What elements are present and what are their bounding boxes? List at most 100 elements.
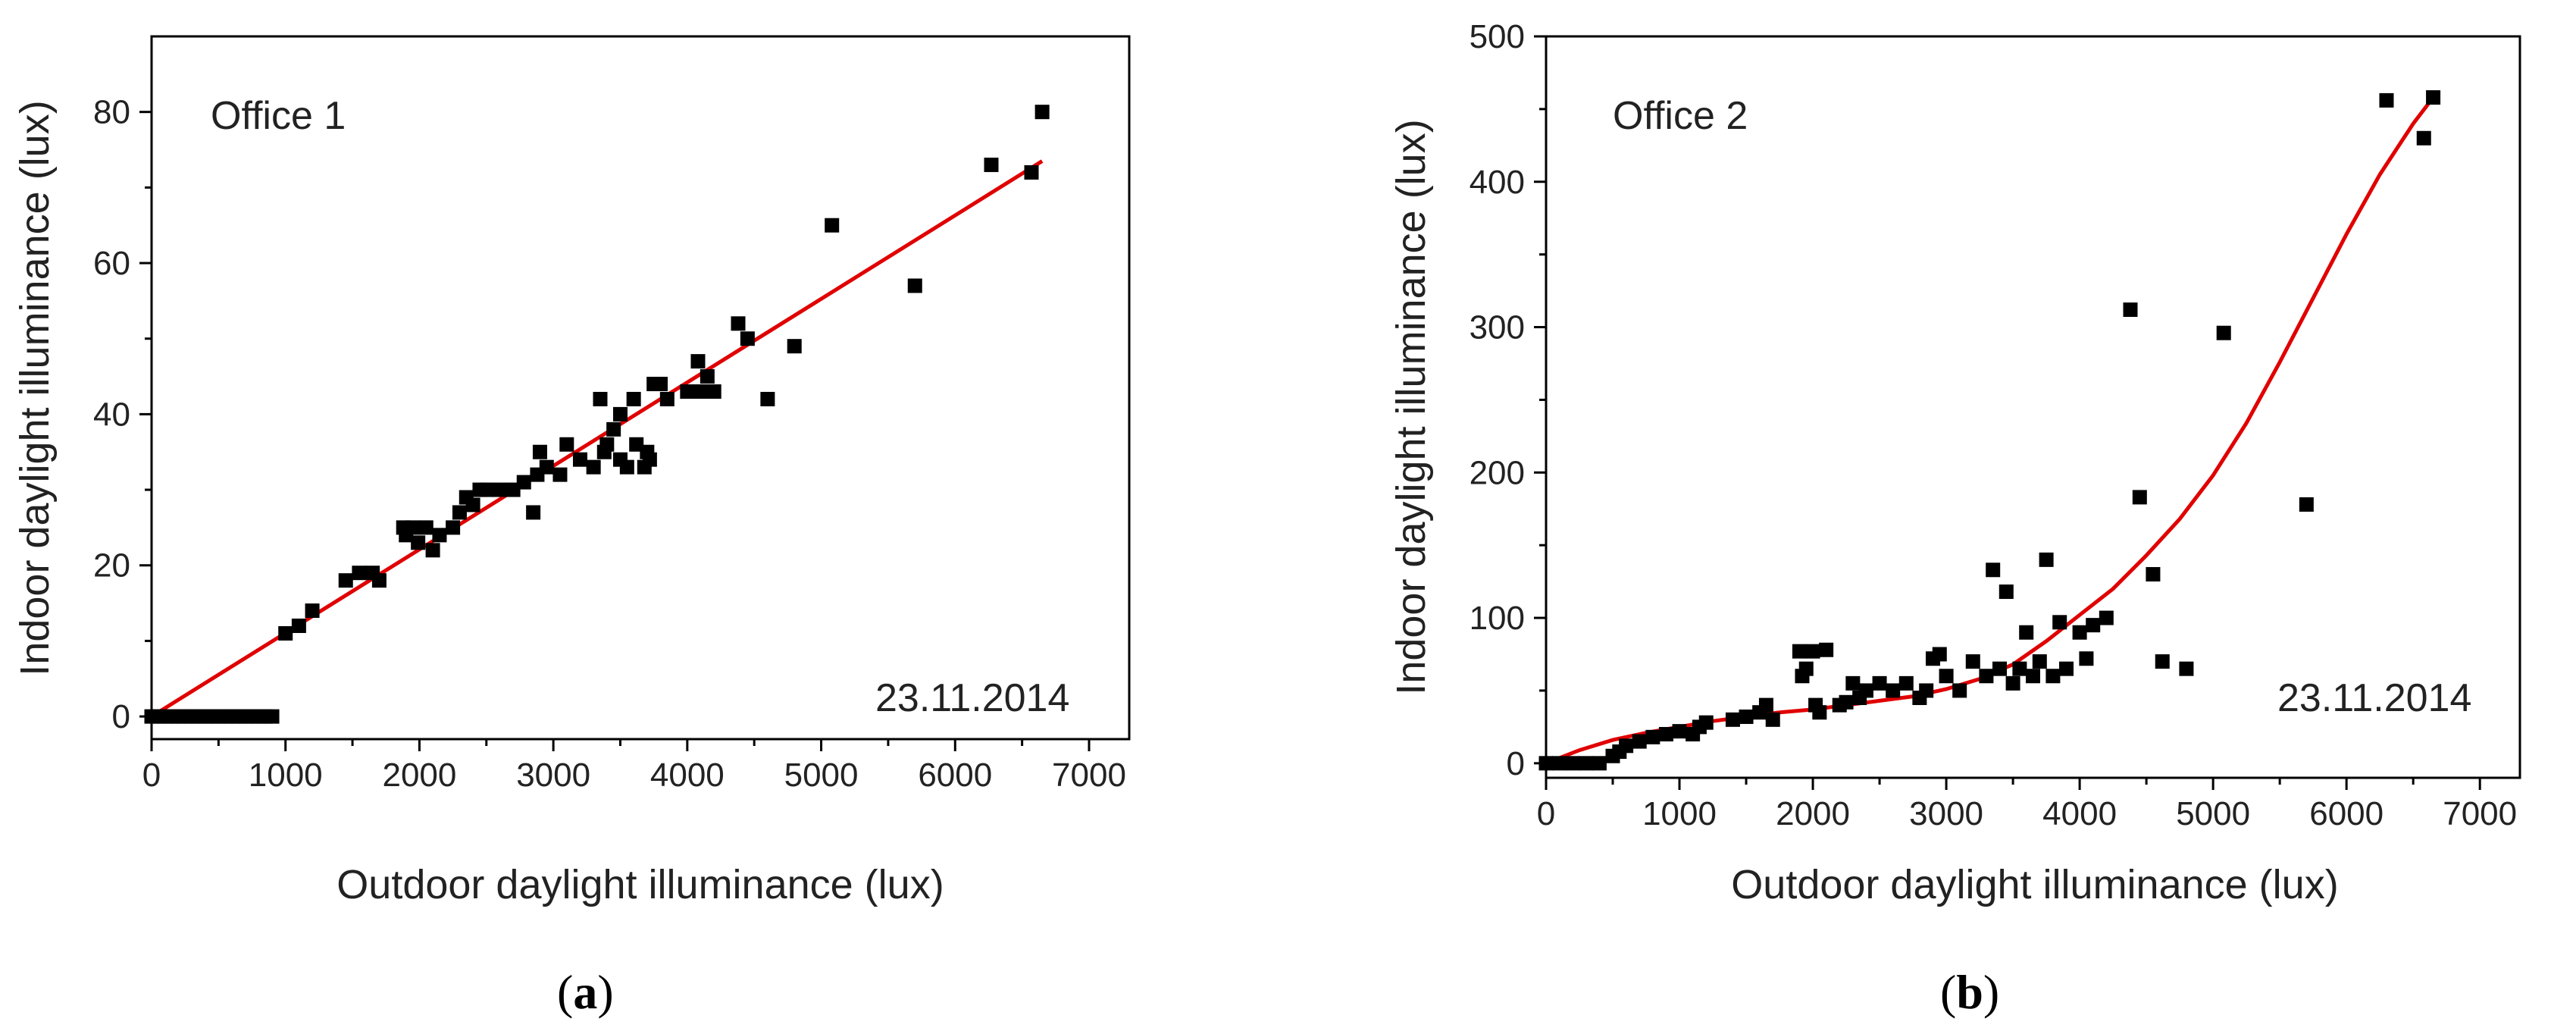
- data-point-a-21: [305, 603, 320, 619]
- data-point-b-60: [2132, 490, 2147, 505]
- data-point-a-73: [787, 339, 802, 354]
- x-tick-label-b-5: 5000: [2176, 795, 2250, 832]
- data-point-b-41: [1965, 654, 1980, 669]
- plot-frame-b: [1545, 35, 2521, 779]
- y-tick-label-b-2: 200: [1470, 454, 1525, 491]
- data-point-b-19: [1765, 712, 1780, 727]
- data-point-a-70: [731, 316, 746, 331]
- office-label-a: Office 1: [211, 94, 346, 138]
- scatter-points-b: [1538, 90, 2441, 771]
- chart-panel-b: 0 1000 2000 3000 4000 5000 6000 7000 0 100 200 300 4…: [1388, 18, 2521, 1019]
- data-point-b-25: [1812, 705, 1827, 720]
- data-point-b-4: [1592, 756, 1607, 771]
- data-point-b-65: [2299, 497, 2314, 512]
- data-point-b-49: [2026, 669, 2040, 684]
- data-point-b-53: [2052, 615, 2067, 630]
- data-point-a-57: [626, 391, 641, 406]
- data-point-a-61: [642, 452, 657, 467]
- data-point-a-18: [264, 709, 280, 724]
- panel-letter-a: a: [573, 965, 597, 1019]
- data-point-a-41: [516, 475, 531, 490]
- data-point-b-64: [2216, 325, 2231, 340]
- x-tick-label-a-2: 2000: [382, 757, 456, 794]
- data-point-b-29: [1845, 675, 1861, 691]
- data-point-b-36: [1919, 683, 1934, 698]
- y-tick-label-a-3: 60: [93, 245, 130, 282]
- scatter-points-a: [144, 105, 1050, 724]
- data-point-b-63: [2179, 661, 2194, 676]
- data-point-a-48: [572, 452, 587, 467]
- data-point-b-8: [1632, 734, 1647, 749]
- y-tick-label-b-4: 400: [1470, 164, 1525, 201]
- fit-line-b: [1545, 96, 2435, 766]
- data-point-b-55: [2072, 625, 2087, 640]
- data-point-b-1: [1552, 756, 1567, 771]
- x-tick-label-a-5: 5000: [784, 757, 859, 794]
- data-point-a-74: [825, 218, 840, 233]
- data-point-a-77: [1024, 165, 1039, 180]
- data-point-b-15: [1725, 712, 1740, 727]
- x-tick-label-b-0: 0: [1537, 795, 1555, 832]
- x-tick-label-b-3: 3000: [1909, 795, 1983, 832]
- data-point-b-61: [2146, 567, 2161, 582]
- data-point-b-42: [1979, 669, 1994, 684]
- data-point-a-22: [338, 573, 353, 588]
- data-point-a-72: [760, 391, 775, 406]
- y-tick-label-a-4: 80: [93, 94, 130, 131]
- data-point-a-31: [425, 543, 440, 558]
- data-point-a-52: [599, 437, 615, 452]
- data-point-b-43: [1986, 563, 2001, 578]
- data-point-a-34: [452, 505, 467, 520]
- data-point-a-64: [659, 391, 675, 406]
- data-point-b-68: [2426, 90, 2441, 105]
- x-tick-label-a-7: 7000: [1052, 757, 1126, 794]
- x-tick-label-b-2: 2000: [1776, 795, 1850, 832]
- data-point-b-59: [2123, 302, 2138, 318]
- x-tick-label-b-7: 7000: [2443, 795, 2517, 832]
- data-point-a-39: [492, 482, 507, 497]
- x-tick-label-a-1: 1000: [249, 757, 323, 794]
- data-point-a-45: [539, 459, 554, 475]
- office-label-b: Office 2: [1613, 94, 1748, 138]
- date-label-a: 23.11.2014: [875, 676, 1069, 720]
- y-tick-label-a-2: 40: [93, 396, 130, 433]
- x-tick-label-a-6: 6000: [918, 757, 992, 794]
- y-axis-title-a: Indoor daylight illuminance (lux): [12, 100, 58, 675]
- data-point-b-62: [2155, 654, 2170, 669]
- data-point-b-31: [1858, 683, 1873, 698]
- data-point-a-30: [418, 520, 434, 535]
- data-point-a-29: [411, 535, 426, 550]
- data-point-b-67: [2416, 130, 2431, 146]
- panel-label-a: (a): [557, 965, 614, 1019]
- ticks-b: 0 1000 2000 3000 4000 5000 6000 7000 0 100 200 300 4…: [1470, 18, 2518, 832]
- data-point-a-54: [612, 406, 628, 421]
- x-tick-label-b-1: 1000: [1642, 795, 1717, 832]
- data-point-a-46: [552, 467, 568, 482]
- x-tick-label-a-0: 0: [142, 757, 161, 794]
- ticks-a: 0 1000 2000 3000 4000 5000 6000 7000 0 20 40 60 80: [93, 94, 1126, 794]
- y-tick-label-a-1: 20: [93, 547, 130, 584]
- data-point-a-19: [278, 625, 293, 641]
- data-point-b-10: [1658, 726, 1673, 741]
- x-tick-label-b-6: 6000: [2309, 795, 2384, 832]
- data-point-b-16: [1739, 709, 1754, 724]
- data-point-a-65: [680, 384, 695, 399]
- y-tick-label-b-0: 0: [1507, 745, 1525, 782]
- data-point-b-2: [1565, 756, 1580, 771]
- y-tick-label-b-1: 100: [1470, 600, 1525, 637]
- data-point-a-67: [693, 384, 709, 399]
- data-point-b-46: [2005, 675, 2020, 691]
- chart-panel-a: 0 1000 2000 3000 4000 5000 6000 7000 0 20 40 60 80 O…: [12, 35, 1131, 1019]
- data-point-a-68: [700, 369, 715, 384]
- data-point-a-78: [1034, 105, 1050, 120]
- data-point-b-28: [1839, 694, 1854, 710]
- data-point-b-51: [2039, 552, 2054, 567]
- data-point-b-50: [2032, 654, 2047, 669]
- data-point-b-58: [2099, 610, 2114, 625]
- data-point-b-34: [1898, 675, 1914, 691]
- data-point-a-36: [465, 497, 480, 512]
- y-axis-title-b: Indoor daylight illuminance (lux): [1388, 119, 1434, 694]
- fit-curve-b: [1545, 96, 2435, 766]
- date-label-b: 23.11.2014: [2277, 676, 2471, 720]
